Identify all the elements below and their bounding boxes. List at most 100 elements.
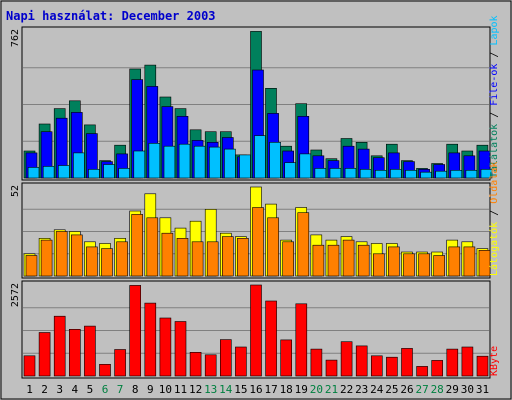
- bar-pages-day-7: [118, 168, 130, 179]
- bar-sites-day-13: [206, 241, 219, 277]
- bar-pages-day-12: [193, 145, 206, 179]
- bar-sites-day-28: [433, 255, 446, 277]
- bar-sites-day-20: [312, 244, 325, 277]
- panel-middle-series-label: Látogatók / Oldalak: [488, 162, 500, 276]
- x-tick-day-24: 24: [370, 383, 384, 396]
- bar-kbytes-day-4: [69, 328, 81, 377]
- x-tick-day-8: 8: [132, 383, 139, 396]
- bar-pages-day-20: [314, 168, 327, 179]
- bar-kbytes-day-8: [129, 285, 141, 377]
- bar-kbytes-day-6: [99, 363, 111, 377]
- bar-pages-day-3: [57, 165, 70, 179]
- bar-kbytes-day-7: [114, 349, 126, 377]
- bar-sites-day-4: [71, 234, 83, 277]
- x-tick-day-17: 17: [264, 383, 277, 396]
- x-tick-day-5: 5: [87, 383, 94, 396]
- bar-sites-day-12: [191, 241, 204, 277]
- bar-sites-day-1: [25, 255, 38, 277]
- bar-pages-day-24: [374, 170, 387, 179]
- bar-kbytes-day-25: [386, 356, 398, 377]
- x-tick-day-14: 14: [219, 383, 233, 396]
- bar-kbytes-day-10: [159, 317, 172, 377]
- bar-pages-day-8: [133, 150, 146, 179]
- bar-sites-day-2: [40, 239, 53, 277]
- x-tick-day-27: 27: [415, 383, 428, 396]
- x-tick-day-25: 25: [385, 383, 398, 396]
- panel-top-series-label: Találatok / File-ok / Lapok: [488, 15, 500, 178]
- bar-pages-day-29: [450, 170, 463, 179]
- bar-kbytes-day-19: [295, 303, 308, 377]
- bar-pages-day-18: [284, 162, 297, 179]
- bar-pages-day-22: [344, 168, 357, 179]
- bar-kbytes-day-3: [53, 315, 66, 377]
- panel-bottom: 2572 KByte: [10, 280, 500, 379]
- x-tick-day-10: 10: [159, 383, 172, 396]
- bar-sites-day-9: [146, 217, 159, 277]
- bar-pages-day-19: [299, 153, 312, 179]
- x-tick-day-31: 31: [476, 383, 489, 396]
- panel-bottom-max-label: 2572: [10, 283, 21, 307]
- bar-pages-day-27: [420, 171, 432, 179]
- bar-sites-day-17: [267, 217, 279, 277]
- x-tick-day-6: 6: [102, 383, 109, 396]
- x-tick-day-13: 13: [204, 383, 217, 396]
- bar-pages-day-21: [329, 168, 342, 179]
- bar-sites-day-16: [252, 207, 264, 277]
- bar-pages-day-4: [73, 152, 85, 179]
- bar-sites-day-15: [237, 238, 249, 277]
- bar-sites-day-21: [327, 244, 340, 277]
- bar-pages-day-6: [103, 164, 115, 179]
- bar-pages-day-2: [42, 166, 55, 179]
- x-tick-day-12: 12: [189, 383, 202, 396]
- bar-kbytes-day-30: [461, 346, 474, 377]
- bar-sites-day-25: [388, 246, 400, 277]
- bar-sites-day-29: [448, 246, 461, 277]
- bar-pages-day-9: [148, 143, 161, 179]
- x-tick-day-19: 19: [295, 383, 308, 396]
- panel-middle: 52 Látogatók / Oldalak: [10, 162, 500, 279]
- bar-pages-day-5: [88, 169, 100, 179]
- bar-sites-day-19: [297, 212, 310, 277]
- bar-sites-day-11: [176, 238, 189, 277]
- x-tick-day-21: 21: [325, 383, 338, 396]
- bar-kbytes-day-15: [235, 346, 247, 377]
- bar-kbytes-day-9: [144, 302, 157, 377]
- bar-sites-day-5: [86, 246, 98, 277]
- bar-kbytes-day-23: [355, 345, 368, 377]
- bar-sites-day-27: [418, 253, 430, 277]
- panel-bottom-series-label: KByte: [489, 346, 500, 376]
- bar-kbytes-day-11: [174, 321, 187, 377]
- bar-kbytes-day-28: [431, 360, 444, 377]
- bar-kbytes-day-31: [476, 355, 489, 377]
- bar-kbytes-day-17: [265, 300, 277, 377]
- bar-pages-day-30: [465, 170, 478, 179]
- bar-kbytes-day-29: [446, 348, 459, 377]
- bar-sites-day-24: [372, 253, 385, 277]
- bar-kbytes-day-24: [370, 355, 383, 377]
- panel-top-max-label: 762: [10, 29, 21, 47]
- x-tick-day-20: 20: [310, 383, 323, 396]
- bar-pages-day-11: [178, 143, 191, 179]
- x-tick-day-3: 3: [56, 383, 63, 396]
- bar-pages-day-28: [435, 170, 448, 179]
- bar-kbytes-day-12: [189, 351, 202, 377]
- x-tick-day-30: 30: [461, 383, 474, 396]
- bar-kbytes-day-21: [325, 359, 338, 377]
- bar-kbytes-day-18: [280, 339, 293, 377]
- bar-pages-day-31: [480, 169, 493, 179]
- panel-middle-max-label: 52: [10, 185, 21, 197]
- bar-sites-day-31: [478, 250, 491, 277]
- bar-sites-day-23: [357, 244, 370, 277]
- bar-sites-day-30: [463, 246, 476, 277]
- bar-pages-day-26: [405, 170, 417, 179]
- bar-pages-day-1: [27, 167, 40, 179]
- x-tick-day-15: 15: [234, 383, 247, 396]
- bar-kbytes-day-27: [416, 366, 428, 377]
- chart-title: Napi használat: December 2003: [6, 9, 216, 23]
- bar-kbytes-day-22: [340, 341, 353, 377]
- x-tick-day-7: 7: [117, 383, 124, 396]
- bar-kbytes-day-14: [220, 339, 232, 377]
- bar-sites-day-14: [222, 236, 234, 277]
